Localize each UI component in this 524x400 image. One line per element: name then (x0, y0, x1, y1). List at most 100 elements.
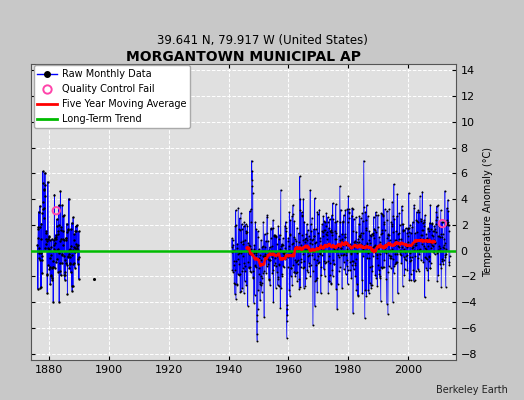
Point (231, 222, 239, 229)
Point (367, 245, 376, 251)
Point (392, 260, 400, 266)
Point (68, 220, 76, 226)
Point (411, 268, 420, 274)
Point (375, 244, 383, 250)
Point (43, 271, 51, 278)
Point (268, 254, 276, 261)
Point (42, 238, 51, 244)
Point (53, 256, 61, 262)
Point (62, 220, 71, 227)
Point (361, 243, 369, 250)
Point (300, 284, 308, 291)
Point (235, 261, 244, 267)
Point (359, 157, 368, 164)
Point (371, 242, 379, 248)
Point (321, 227, 329, 233)
Point (420, 219, 429, 226)
Point (380, 264, 388, 270)
Point (428, 220, 436, 227)
Point (343, 206, 352, 212)
Point (271, 255, 279, 261)
Point (329, 272, 337, 279)
Point (375, 234, 384, 240)
Point (282, 228, 290, 234)
Point (42, 272, 51, 278)
Point (398, 203, 406, 209)
Point (296, 196, 304, 202)
Point (334, 252, 343, 258)
Point (294, 256, 303, 263)
Point (345, 210, 353, 216)
Point (394, 290, 402, 296)
Point (240, 260, 248, 266)
Point (73, 241, 82, 248)
Point (325, 272, 334, 278)
Point (380, 206, 389, 212)
Point (366, 264, 374, 271)
Point (408, 254, 417, 260)
Point (69, 259, 78, 266)
Point (61, 260, 70, 267)
Point (290, 268, 298, 275)
Point (53, 231, 62, 237)
Point (395, 236, 403, 243)
Point (237, 221, 246, 227)
Point (232, 258, 241, 264)
Point (242, 221, 250, 228)
Point (252, 226, 260, 232)
Point (437, 265, 445, 271)
Point (61, 256, 69, 263)
Point (234, 226, 243, 232)
Point (393, 191, 401, 197)
Point (50, 237, 58, 243)
Point (390, 242, 399, 248)
Point (298, 213, 307, 219)
Point (429, 243, 437, 249)
Point (385, 206, 394, 212)
Point (228, 267, 237, 273)
Point (63, 291, 71, 297)
Point (307, 228, 315, 234)
Point (241, 278, 249, 284)
Point (436, 248, 445, 254)
Point (347, 275, 355, 282)
Point (324, 219, 332, 226)
Point (443, 219, 452, 225)
Point (232, 207, 240, 213)
Point (385, 232, 394, 238)
Point (246, 242, 254, 249)
Point (278, 241, 286, 247)
Point (443, 205, 451, 211)
Point (277, 255, 286, 262)
Point (279, 263, 287, 269)
Point (439, 244, 447, 251)
Point (58, 250, 67, 257)
Point (296, 173, 304, 180)
Point (383, 217, 391, 224)
Point (275, 283, 283, 289)
Point (71, 249, 79, 256)
Point (39, 187, 48, 193)
Point (298, 209, 306, 216)
Point (36, 256, 44, 263)
Point (302, 246, 311, 253)
Point (46, 237, 54, 244)
Point (283, 264, 292, 270)
Point (236, 226, 244, 233)
Point (46, 255, 54, 262)
Point (395, 230, 403, 236)
Point (395, 243, 403, 250)
Point (59, 228, 67, 234)
Point (285, 246, 293, 253)
Point (72, 247, 80, 253)
Point (231, 267, 239, 273)
Point (294, 248, 302, 254)
Point (65, 265, 73, 271)
Point (434, 246, 442, 253)
Point (322, 210, 331, 216)
Point (304, 227, 312, 233)
Point (351, 272, 359, 279)
Point (410, 252, 419, 259)
Point (239, 237, 247, 244)
Point (386, 247, 394, 254)
